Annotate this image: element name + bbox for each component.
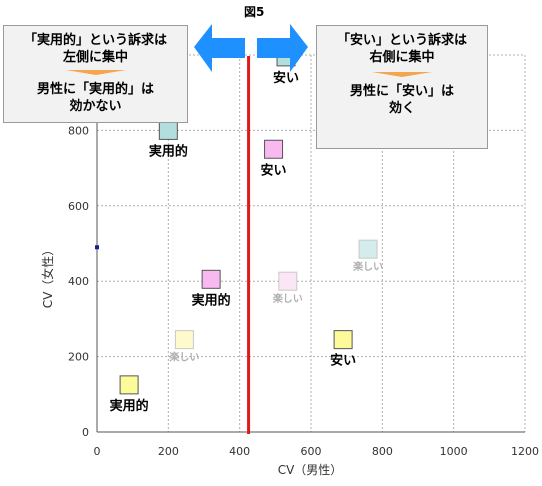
data-point-label: 楽しい [352, 260, 383, 273]
y-tick-labels: 0 200 400 600 800 [68, 124, 89, 439]
right-callout-line4: 効く [388, 101, 415, 116]
data-point-label: 実用的 [192, 292, 231, 308]
x-tick-labels: 0 200 400 600 800 1000 1200 [94, 445, 540, 458]
right-callout: 「安い」という訴求は 右側に集中 男性に「安い」は 効く [316, 25, 488, 149]
data-point-marker [119, 375, 139, 395]
left-callout-line1: 「実用的」という訴求は [23, 33, 167, 48]
y-tick-label: 600 [68, 200, 89, 213]
data-point-label: 実用的 [110, 398, 149, 414]
figure-title: 図5 [244, 5, 265, 19]
x-tick-label: 0 [94, 445, 101, 458]
y-axis-marker [95, 245, 99, 250]
left-callout: 「実用的」という訴求は 左側に集中 男性に「実用的」は 効かない [3, 25, 188, 123]
left-callout-arrow-icon [65, 70, 126, 75]
data-point-label: 安い [330, 353, 356, 369]
right-callout-arrow-icon [372, 72, 432, 77]
data-point-label: 実用的 [149, 143, 188, 159]
left-arrow-icon [194, 24, 245, 72]
x-tick-label: 800 [372, 445, 393, 458]
data-point-marker [358, 239, 378, 259]
direction-arrows [194, 24, 308, 72]
left-callout-line2: 左側に集中 [62, 50, 128, 65]
right-callout-line2: 右側に集中 [369, 50, 435, 65]
x-tick-label: 600 [301, 445, 322, 458]
right-callout-line3: 男性に「安い」は [349, 84, 454, 99]
right-arrow-icon [257, 24, 308, 72]
data-point-marker [201, 269, 221, 289]
left-callout-line4: 効かない [69, 99, 122, 114]
x-tick-label: 1000 [440, 445, 468, 458]
x-tick-label: 1200 [511, 445, 539, 458]
data-point-label: 楽しい [168, 351, 199, 364]
y-tick-label: 400 [68, 275, 89, 288]
right-callout-line1: 「安い」という訴求は [336, 33, 467, 48]
y-axis-label: CV（女性） [40, 244, 55, 309]
data-point-label: 楽しい [272, 292, 303, 305]
data-point-marker [333, 330, 353, 350]
data-point-label: 安い [261, 162, 287, 178]
data-point-marker [278, 271, 298, 291]
data-point-marker [158, 120, 178, 140]
data-point-marker [174, 330, 194, 350]
x-tick-label: 400 [229, 445, 250, 458]
y-tick-label: 800 [68, 124, 89, 137]
left-callout-line3: 男性に「実用的」は [36, 82, 154, 97]
x-tick-label: 200 [158, 445, 179, 458]
x-axis-label: CV（男性） [278, 463, 343, 477]
y-tick-label: 0 [82, 426, 89, 439]
data-point-marker [264, 139, 284, 159]
y-tick-label: 200 [68, 351, 89, 364]
data-point-label: 安い [273, 70, 299, 86]
